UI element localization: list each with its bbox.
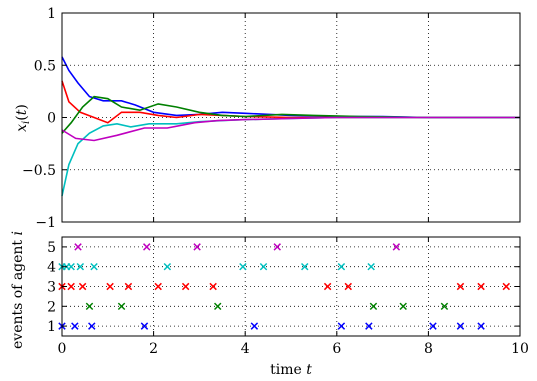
event-marker-agent-4 <box>239 262 247 271</box>
event-marker-agent-4 <box>67 262 75 271</box>
event-marker-agent-3 <box>67 282 75 291</box>
y-label-arg-t: t <box>14 109 30 115</box>
event-marker-agent-2 <box>369 302 378 311</box>
event-marker-agent-3 <box>344 282 352 291</box>
event-marker-agent-3 <box>502 282 510 291</box>
event-marker-agent-2 <box>440 302 449 311</box>
event-marker-agent-4 <box>367 262 375 271</box>
bottom-y-tick-label: 2 <box>47 299 56 315</box>
event-marker-agent-3 <box>124 282 133 291</box>
event-marker-agent-3 <box>456 282 465 291</box>
state-trajectories-panel: 1 0.5 0 −0.5 −1 xi(t) <box>14 6 521 231</box>
y-label-arg-close: ) <box>14 104 30 109</box>
event-marker-agent-1 <box>477 322 485 330</box>
y-label-main: x <box>14 124 30 132</box>
trajectory-line-3 <box>61 95 520 134</box>
event-marker-agent-3 <box>209 282 217 291</box>
event-marker-agent-4 <box>163 262 172 271</box>
y-label-subscript: i <box>21 121 32 124</box>
x-tick-label: 8 <box>424 341 433 357</box>
bottom-y-tick-label: 4 <box>47 260 56 276</box>
event-marker-agent-4 <box>90 262 98 271</box>
bottom-y-tick-label: 1 <box>47 319 56 335</box>
event-marker-agent-5 <box>193 243 201 251</box>
events-label-i: i <box>10 231 26 235</box>
event-marker-agent-3 <box>154 282 162 291</box>
top-series <box>61 56 520 197</box>
top-y-tick-label: 0.5 <box>34 58 56 74</box>
top-y-axis-label: xi(t) <box>14 104 32 132</box>
x-label-t: t <box>306 362 312 378</box>
top-y-tick-label: −1 <box>35 215 56 231</box>
bottom-y-tick-label: 3 <box>47 280 56 296</box>
top-y-tick-label: −0.5 <box>22 163 56 179</box>
event-marker-agent-3 <box>323 282 332 291</box>
event-marker-agent-1 <box>88 322 96 330</box>
event-marker-agent-5 <box>74 243 82 251</box>
bottom-y-tick-label: 5 <box>47 240 56 256</box>
event-marker-agent-1 <box>456 322 465 330</box>
top-y-tick-label: 0 <box>47 111 56 127</box>
event-marker-agent-3 <box>78 282 87 291</box>
top-ticks: 1 0.5 0 −0.5 −1 <box>22 6 521 231</box>
event-marker-agent-3 <box>181 282 190 291</box>
event-marker-agent-2 <box>213 302 222 311</box>
y-label-arg: ( <box>14 115 30 120</box>
x-axis-label: time t <box>270 362 312 378</box>
x-tick-label: 0 <box>58 341 67 357</box>
bottom-y-axis-label: events of agent i <box>10 231 26 349</box>
event-marker-agent-1 <box>71 322 79 330</box>
bottom-grid <box>61 237 521 336</box>
x-tick-label: 10 <box>511 341 529 357</box>
x-label-text: time <box>270 362 306 378</box>
event-marker-agent-4 <box>301 262 309 271</box>
x-tick-label: 4 <box>241 341 250 357</box>
event-marker-agent-4 <box>259 262 268 271</box>
event-marker-agent-1 <box>365 322 373 330</box>
event-marker-agent-2 <box>399 302 407 311</box>
event-marker-agent-5 <box>392 243 401 251</box>
event-marker-agent-1 <box>140 322 149 330</box>
event-marker-agent-1 <box>429 322 437 330</box>
x-tick-label: 6 <box>332 341 341 357</box>
trajectory-line-5 <box>61 116 520 142</box>
event-marker-agent-2 <box>117 302 126 311</box>
event-marker-agent-5 <box>142 243 151 251</box>
event-marker-agent-3 <box>477 282 485 291</box>
event-marker-agent-4 <box>337 262 346 271</box>
trajectory-line-4 <box>61 116 520 197</box>
top-y-tick-label: 1 <box>47 6 56 22</box>
event-marker-agent-4 <box>76 262 85 271</box>
event-marker-agent-1 <box>337 322 346 330</box>
event-marker-agent-1 <box>250 322 259 330</box>
x-tick-label: 2 <box>149 341 158 357</box>
event-marker-agent-3 <box>106 282 114 291</box>
events-label-text: events of agent <box>10 235 26 349</box>
trajectory-line-2 <box>61 80 520 124</box>
event-marker-agent-2 <box>85 302 94 311</box>
event-marker-agent-5 <box>273 243 281 251</box>
